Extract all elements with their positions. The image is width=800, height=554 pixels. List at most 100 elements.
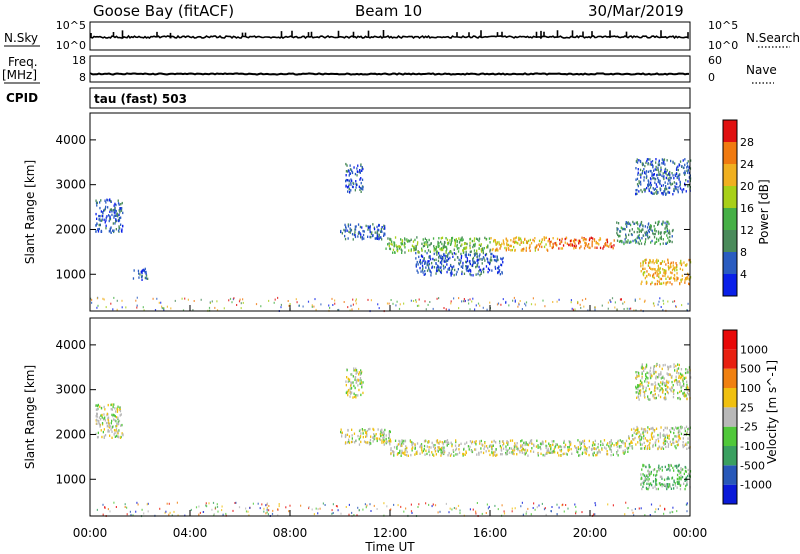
data-cell (458, 307, 460, 310)
data-cell (110, 302, 112, 305)
data-cell (635, 240, 637, 243)
data-cell (422, 268, 424, 271)
data-cell (393, 251, 396, 254)
data-cell (657, 440, 660, 443)
data-cell (400, 444, 402, 448)
data-cell (116, 410, 119, 413)
data-cell (268, 505, 270, 507)
data-cell (109, 230, 111, 233)
data-cell (508, 304, 510, 307)
data-cell (415, 251, 417, 255)
data-cell (676, 444, 678, 447)
data-cell (480, 450, 482, 454)
data-cell (616, 232, 618, 235)
data-cell (662, 441, 665, 445)
data-cell (644, 259, 646, 262)
data-cell (463, 242, 466, 246)
data-cell (446, 270, 448, 274)
data-cell (622, 451, 624, 454)
data-cell (360, 163, 362, 166)
data-cell (120, 207, 122, 210)
data-cell (439, 270, 442, 274)
data-cell (664, 168, 666, 171)
colorbar-tick-label: 4 (740, 268, 747, 281)
data-cell (217, 510, 219, 513)
data-cell (665, 439, 667, 443)
data-cell (657, 177, 659, 180)
data-cell (649, 465, 651, 469)
data-cell (666, 241, 669, 244)
data-cell (649, 183, 651, 186)
data-cell (592, 454, 595, 457)
data-cell (684, 393, 686, 396)
data-cell (468, 253, 470, 256)
data-cell (356, 167, 358, 170)
data-cell (117, 430, 119, 433)
data-cell (109, 198, 111, 201)
data-cell (415, 299, 417, 302)
data-cell (389, 247, 392, 251)
data-cell (459, 261, 462, 264)
data-cell (479, 442, 481, 445)
data-cell (667, 485, 669, 489)
data-cell (677, 443, 679, 446)
data-cell (96, 306, 98, 309)
data-cell (411, 443, 414, 446)
data-cell (425, 241, 427, 244)
data-cell (335, 505, 338, 507)
data-cell (389, 443, 391, 446)
data-cell (121, 306, 123, 309)
data-cell (635, 377, 638, 380)
data-cell (678, 375, 680, 378)
data-cell (645, 230, 648, 234)
data-cell (648, 273, 650, 276)
data-cell (471, 450, 474, 453)
data-cell (610, 448, 612, 452)
data-cell (348, 190, 351, 194)
data-cell (479, 440, 481, 443)
data-cell (680, 374, 682, 378)
data-cell (487, 446, 489, 450)
data-cell (386, 302, 389, 305)
data-cell (95, 212, 97, 216)
data-cell (434, 248, 436, 251)
data-cell (670, 176, 672, 180)
data-cell (358, 388, 360, 392)
data-cell (647, 264, 650, 267)
data-cell (111, 430, 113, 433)
data-cell (688, 433, 690, 437)
data-cell (332, 503, 334, 506)
data-cell (117, 422, 120, 425)
data-cell (564, 241, 566, 244)
data-cell (478, 237, 481, 240)
data-cell (665, 269, 667, 273)
data-cell (401, 441, 403, 444)
data-cell (360, 190, 362, 193)
data-cell (654, 429, 656, 432)
data-cell (364, 429, 366, 432)
data-cell (355, 381, 358, 384)
data-cell (686, 502, 688, 505)
data-cell (478, 247, 480, 250)
data-cell (424, 260, 426, 263)
data-cell (487, 246, 489, 249)
data-cell (666, 487, 668, 491)
data-cell (546, 445, 548, 448)
data-cell (619, 234, 621, 238)
data-cell (638, 234, 640, 237)
data-cell (447, 241, 450, 245)
data-cell (468, 269, 470, 273)
data-cell (662, 364, 664, 367)
data-cell (659, 267, 661, 270)
data-cell (630, 307, 632, 310)
data-cell (314, 298, 316, 301)
data-cell (100, 429, 102, 432)
data-cell (439, 261, 442, 264)
data-cell (392, 251, 394, 254)
data-cell (439, 256, 441, 259)
data-cell (476, 502, 478, 504)
data-cell (489, 453, 491, 457)
data-cell (450, 302, 452, 305)
data-cell (110, 208, 112, 211)
data-cell (674, 162, 676, 165)
